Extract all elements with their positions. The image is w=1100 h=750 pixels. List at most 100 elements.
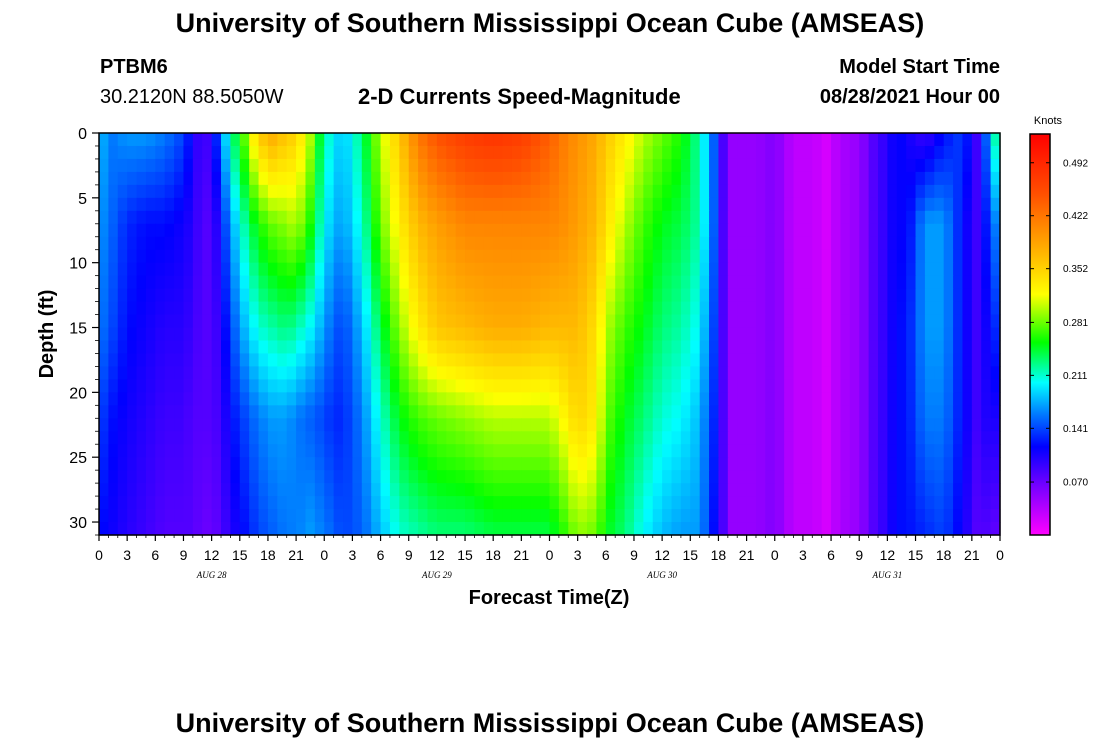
heatmap-cell: [343, 522, 354, 536]
heatmap-cell: [389, 366, 400, 380]
heatmap-cell: [680, 340, 691, 355]
heatmap-cell: [427, 470, 438, 484]
heatmap-cell: [333, 340, 344, 355]
heatmap-cell: [558, 431, 569, 445]
heatmap-cell: [117, 262, 128, 277]
heatmap-cell: [361, 275, 372, 290]
heatmap-cell: [521, 470, 532, 484]
heatmap-cell: [849, 275, 860, 290]
heatmap-cell: [155, 444, 166, 458]
heatmap-cell: [305, 288, 316, 303]
heatmap-cell: [296, 236, 307, 251]
heatmap-cell: [774, 327, 785, 342]
heatmap-cell: [737, 197, 748, 212]
heatmap-cell: [211, 392, 222, 406]
heatmap-cell: [145, 431, 156, 445]
heatmap-cell: [333, 145, 344, 160]
heatmap-cell: [183, 133, 194, 147]
heatmap-cell: [540, 509, 551, 523]
heatmap-cell: [577, 418, 588, 432]
heatmap-cell: [549, 301, 560, 316]
heatmap-cell: [906, 301, 917, 316]
heatmap-cell: [934, 496, 945, 510]
heatmap-cell: [267, 366, 278, 380]
heatmap-cell: [446, 444, 457, 458]
heatmap-cell: [446, 353, 457, 368]
heatmap-cell: [474, 249, 485, 264]
heatmap-cell: [174, 171, 185, 186]
heatmap-cell: [906, 133, 917, 147]
heatmap-cell: [502, 418, 513, 432]
heatmap-cell: [633, 275, 644, 290]
heatmap-cell: [821, 431, 832, 445]
heatmap-cell: [211, 353, 222, 368]
heatmap-cell: [511, 431, 522, 445]
heatmap-cell: [887, 340, 898, 355]
x-tick-label: 3: [349, 547, 357, 563]
heatmap-cell: [587, 145, 598, 160]
heatmap-cell: [877, 522, 888, 536]
heatmap-cell: [221, 171, 231, 186]
heatmap-cell: [680, 522, 691, 536]
heatmap-cell: [530, 392, 541, 406]
heatmap-cell: [690, 418, 701, 432]
heatmap-cell: [371, 457, 382, 471]
heatmap-cell: [840, 483, 851, 497]
heatmap-cell: [605, 392, 616, 406]
heatmap-cell: [465, 522, 476, 536]
heatmap-cell: [296, 522, 307, 536]
heatmap-cell: [305, 392, 316, 406]
heatmap-cell: [924, 184, 935, 199]
heatmap-cell: [859, 366, 870, 380]
heatmap-cell: [221, 431, 231, 445]
heatmap-cell: [558, 444, 569, 458]
heatmap-cell: [784, 197, 795, 212]
heatmap-cell: [418, 405, 429, 419]
heatmap-cell: [305, 457, 316, 471]
heatmap-cell: [784, 301, 795, 316]
heatmap-cell: [549, 288, 560, 303]
heatmap-cell: [352, 392, 363, 406]
heatmap-cell: [906, 483, 917, 497]
heatmap-cell: [333, 457, 344, 471]
heatmap-cell: [164, 236, 175, 251]
heatmap-cell: [577, 197, 588, 212]
heatmap-cell: [164, 431, 175, 445]
heatmap-cell: [615, 340, 626, 355]
heatmap-cell: [812, 223, 823, 238]
heatmap-cell: [868, 353, 879, 368]
heatmap-cell: [493, 275, 504, 290]
heatmap-cell: [615, 223, 626, 238]
heatmap-cell: [211, 483, 222, 497]
heatmap-cell: [483, 444, 494, 458]
heatmap-cell: [887, 327, 898, 342]
heatmap-cell: [389, 314, 400, 329]
heatmap-cell: [643, 158, 654, 173]
heatmap-cell: [324, 327, 335, 342]
heatmap-cell: [155, 405, 166, 419]
heatmap-cell: [962, 223, 973, 238]
heatmap-cell: [765, 522, 776, 536]
heatmap-cell: [455, 379, 466, 393]
heatmap-cell: [709, 457, 720, 471]
heatmap-cell: [267, 210, 278, 225]
heatmap-cell: [427, 444, 438, 458]
heatmap-cell: [671, 158, 682, 173]
heatmap-cell: [737, 509, 748, 523]
heatmap-cell: [924, 236, 935, 251]
heatmap-cell: [868, 158, 879, 173]
heatmap-cell: [596, 509, 607, 523]
heatmap-cell: [868, 496, 879, 510]
heatmap-cell: [755, 483, 766, 497]
day-label: AUG 30: [646, 570, 677, 580]
heatmap-cell: [737, 431, 748, 445]
heatmap-cell: [108, 145, 119, 160]
heatmap-cell: [615, 210, 626, 225]
heatmap-cell: [540, 327, 551, 342]
heatmap-cell: [755, 145, 766, 160]
heatmap-cell: [324, 431, 335, 445]
heatmap-cell: [117, 444, 128, 458]
heatmap-cell: [305, 431, 316, 445]
heatmap-cell: [230, 249, 241, 264]
heatmap-cell: [652, 379, 663, 393]
